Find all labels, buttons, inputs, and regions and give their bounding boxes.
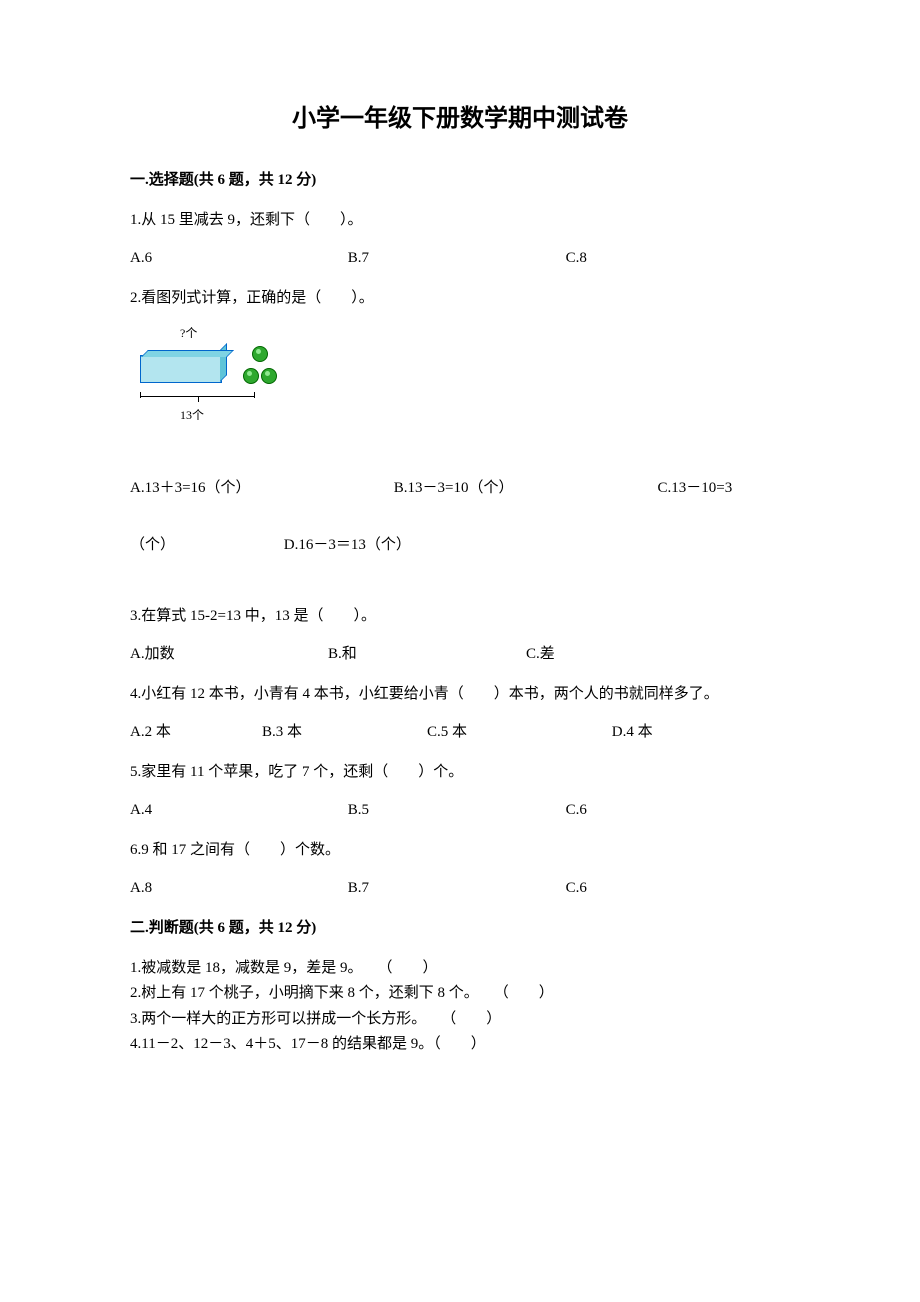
q2-opt-c2: （个） [130, 517, 280, 574]
q3-text: 3.在算式 15-2=13 中，13 是（ ）。 [130, 604, 790, 628]
q1-opt-c: C.8 [566, 246, 790, 270]
circles-row1 [242, 346, 278, 370]
page-title: 小学一年级下册数学期中测试卷 [130, 100, 790, 138]
question-1: 1.从 15 里减去 9，还剩下（ ）。 A.6 B.7 C.8 [130, 208, 790, 270]
q1-opt-b: B.7 [348, 246, 566, 270]
diagram-top-label: ?个 [180, 324, 320, 343]
q5-options: A.4 B.5 C.6 [130, 798, 790, 822]
question-3: 3.在算式 15-2=13 中，13 是（ ）。 A.加数 B.和 C.差 [130, 604, 790, 666]
circle-icon [252, 346, 268, 362]
circles-group [242, 346, 278, 392]
q3-opt-c: C.差 [526, 642, 790, 666]
s2-q3: 3.两个一样大的正方形可以拼成一个长方形。 （ ） [130, 1007, 790, 1033]
q2-options: A.13＋3=16（个） B.13－3=10（个） C.13－10=3 （个） … [130, 460, 790, 574]
s2-q4: 4.11－2、12－3、4＋5、17－8 的结果都是 9。（ ） [130, 1032, 790, 1058]
q4-text: 4.小红有 12 本书，小青有 4 本书，小红要给小青（ ）本书，两个人的书就同… [130, 682, 790, 706]
q5-text: 5.家里有 11 个苹果，吃了 7 个，还剩（ ）个。 [130, 760, 790, 784]
circles-row2 [242, 368, 278, 392]
q2-opt-b: B.13－3=10（个） [394, 460, 654, 517]
q6-opt-b: B.7 [348, 876, 566, 900]
q1-text: 1.从 15 里减去 9，还剩下（ ）。 [130, 208, 790, 232]
s2-q1: 1.被减数是 18，减数是 9，差是 9。 （ ） [130, 956, 790, 982]
circle-icon [261, 368, 277, 384]
box-icon [140, 355, 222, 383]
q1-options: A.6 B.7 C.8 [130, 246, 790, 270]
q6-opt-a: A.8 [130, 876, 348, 900]
q4-options: A.2 本 B.3 本 C.5 本 D.4 本 [130, 720, 790, 744]
q5-opt-c: C.6 [566, 798, 790, 822]
diagram-row [140, 346, 320, 392]
q1-opt-a: A.6 [130, 246, 348, 270]
q3-opt-b: B.和 [328, 642, 526, 666]
q3-opt-a: A.加数 [130, 642, 328, 666]
bracket-icon [140, 392, 255, 406]
q2-opt-d: D.16－3＝13（个） [284, 517, 411, 574]
question-2: 2.看图列式计算，正确的是（ ）。 ?个 13个 A.13＋3=16（个） B.… [130, 286, 790, 573]
s2-q2: 2.树上有 17 个桃子，小明摘下来 8 个，还剩下 8 个。 （ ） [130, 981, 790, 1007]
q3-options: A.加数 B.和 C.差 [130, 642, 790, 666]
section1-header: 一.选择题(共 6 题，共 12 分) [130, 168, 790, 192]
q4-opt-d: D.4 本 [612, 720, 790, 744]
q6-text: 6.9 和 17 之间有（ ）个数。 [130, 838, 790, 862]
q2-opt-a: A.13＋3=16（个） [130, 460, 390, 517]
q5-opt-a: A.4 [130, 798, 348, 822]
q5-opt-b: B.5 [348, 798, 566, 822]
q4-opt-a: A.2 本 [130, 720, 262, 744]
q6-options: A.8 B.7 C.6 [130, 876, 790, 900]
question-6: 6.9 和 17 之间有（ ）个数。 A.8 B.7 C.6 [130, 838, 790, 900]
q2-opt-c: C.13－10=3 [658, 460, 733, 517]
question-5: 5.家里有 11 个苹果，吃了 7 个，还剩（ ）个。 A.4 B.5 C.6 [130, 760, 790, 822]
section2-header: 二.判断题(共 6 题，共 12 分) [130, 916, 790, 940]
q2-diagram: ?个 13个 [140, 324, 320, 424]
q2-text: 2.看图列式计算，正确的是（ ）。 [130, 286, 790, 310]
diagram-bottom-label: 13个 [180, 406, 320, 425]
q6-opt-c: C.6 [566, 876, 790, 900]
question-4: 4.小红有 12 本书，小青有 4 本书，小红要给小青（ ）本书，两个人的书就同… [130, 682, 790, 744]
q4-opt-c: C.5 本 [427, 720, 612, 744]
q4-opt-b: B.3 本 [262, 720, 427, 744]
circle-icon [243, 368, 259, 384]
